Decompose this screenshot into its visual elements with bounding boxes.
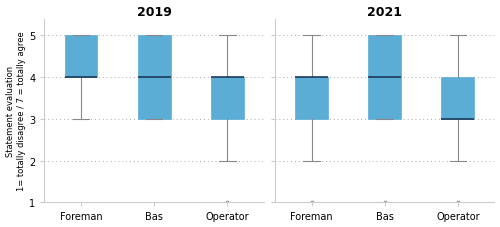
Y-axis label: Statement evaluation
1= totally disagree / 7 = totally agree: Statement evaluation 1= totally disagree… bbox=[6, 32, 26, 191]
Title: 2019: 2019 bbox=[136, 5, 172, 18]
Title: 2021: 2021 bbox=[367, 5, 402, 18]
PathPatch shape bbox=[442, 78, 474, 119]
PathPatch shape bbox=[64, 36, 98, 78]
PathPatch shape bbox=[368, 36, 401, 119]
PathPatch shape bbox=[138, 36, 170, 119]
PathPatch shape bbox=[295, 78, 328, 119]
PathPatch shape bbox=[211, 78, 244, 119]
